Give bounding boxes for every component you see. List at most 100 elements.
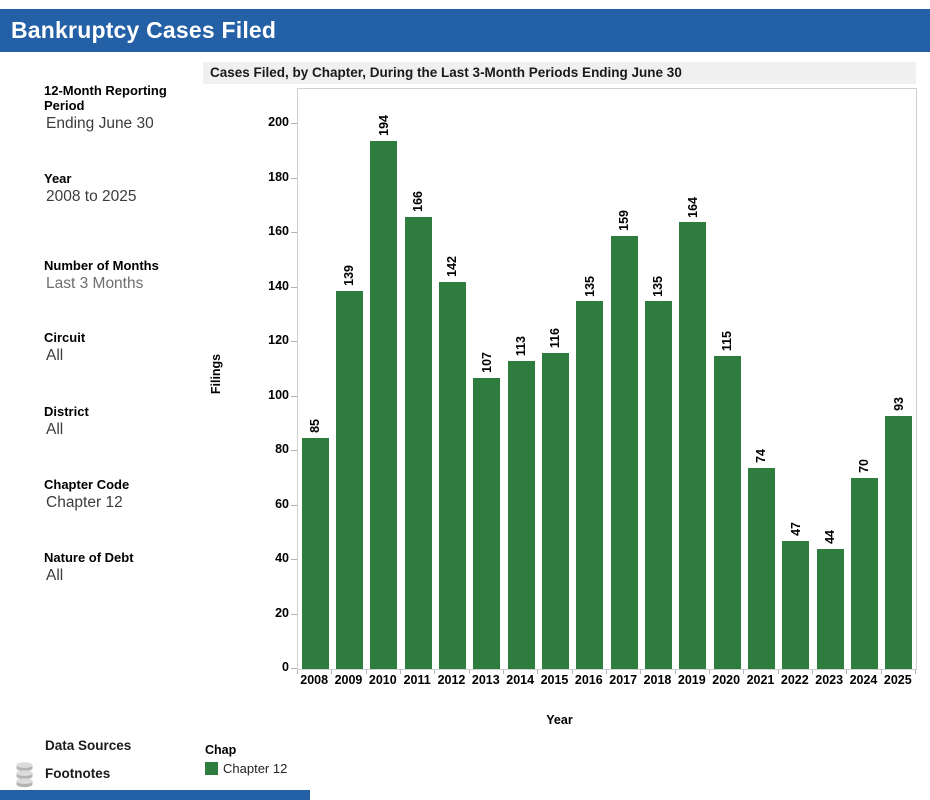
legend-item-chapter-12[interactable]: Chapter 12 (205, 761, 287, 776)
x-tick-mark (297, 670, 298, 674)
filter-value[interactable]: All (46, 347, 64, 364)
bar-2011[interactable] (404, 216, 432, 669)
bar-slot-2020: 115 (710, 89, 744, 669)
filter-value[interactable]: Last 3 Months (46, 275, 144, 292)
x-tick-mark (434, 670, 436, 674)
filter-district: District All (44, 404, 194, 439)
plot-frame: 85 139 194 166 142 107 113 116 135 159 135 164 115 74… (297, 88, 917, 670)
y-tick-mark (291, 286, 297, 288)
bar-2024[interactable] (850, 478, 878, 669)
x-tick-mark (606, 670, 607, 674)
bar-slot-2014: 113 (504, 89, 538, 669)
bar-slot-2025: 93 (882, 89, 916, 669)
filter-value[interactable]: Ending June 30 (46, 115, 154, 132)
bar-value-label: 194 (376, 114, 391, 136)
bar-2014[interactable] (507, 361, 535, 669)
x-tick-label-2009: 2009 (334, 673, 363, 687)
y-tick-label-160: 160 (268, 224, 289, 239)
filter-label: Chapter Code (44, 477, 130, 492)
filter-chapter-code: Chapter Code Chapter 12 (44, 477, 194, 512)
bar-slot-2021: 74 (744, 89, 778, 669)
x-tick-mark (777, 670, 779, 674)
bar-value-label: 116 (548, 327, 563, 349)
app-header: Bankruptcy Cases Filed (0, 9, 930, 52)
x-tick-mark (674, 670, 676, 674)
filter-label: Nature of Debt (44, 550, 134, 565)
bar-2022[interactable] (782, 541, 810, 669)
bar-2019[interactable] (679, 222, 707, 669)
x-tick-label-2025: 2025 (883, 673, 912, 687)
x-tick-mark (537, 670, 539, 674)
x-tick-label-2024: 2024 (849, 673, 878, 687)
bar-2023[interactable] (816, 549, 844, 669)
bar-value-label: 44 (823, 530, 838, 545)
filter-label: Circuit (44, 330, 86, 345)
x-tick-label-2021: 2021 (746, 673, 775, 687)
bar-value-label: 135 (582, 275, 597, 297)
bar-slot-2009: 139 (332, 89, 366, 669)
filter-number-of-months: Number of Months Last 3 Months (44, 258, 194, 293)
bar-value-label: 113 (514, 336, 529, 357)
bar-2008[interactable] (301, 437, 329, 669)
x-tick-label-2008: 2008 (300, 673, 329, 687)
bar-value-label: 142 (445, 256, 460, 278)
bar-value-label: 159 (617, 210, 632, 232)
y-tick-mark (291, 559, 297, 561)
data-sources-link[interactable]: Data Sources (45, 738, 132, 753)
y-tick-mark (291, 232, 297, 234)
bar-2015[interactable] (541, 353, 569, 669)
bar-2016[interactable] (576, 301, 604, 669)
x-tick-label-2018: 2018 (643, 673, 672, 687)
x-tick-mark (468, 670, 470, 674)
filter-value[interactable]: All (46, 567, 64, 584)
footer-accent-bar (0, 790, 310, 800)
y-tick-mark (291, 341, 297, 343)
x-tick-mark (880, 670, 882, 674)
bar-value-label: 74 (754, 448, 769, 463)
bar-slot-2010: 194 (367, 89, 401, 669)
x-tick-label-2014: 2014 (506, 673, 535, 687)
x-axis-title: Year (546, 713, 573, 727)
bar-2010[interactable] (370, 140, 398, 669)
filter-label: 12-Month Reporting Period (44, 83, 167, 113)
x-tick-mark (571, 670, 573, 674)
x-tick-mark (743, 670, 745, 674)
x-tick-mark (331, 670, 333, 674)
filter-circuit: Circuit All (44, 330, 194, 365)
x-tick-label-2017: 2017 (609, 673, 638, 687)
bar-slot-2015: 116 (538, 89, 572, 669)
bar-2021[interactable] (747, 467, 775, 669)
filter-nature-of-debt: Nature of Debt All (44, 550, 194, 585)
filter-value[interactable]: 2008 to 2025 (46, 188, 137, 205)
y-tick-mark (291, 177, 297, 179)
y-tick-label-140: 140 (268, 278, 289, 293)
bar-2012[interactable] (438, 282, 466, 669)
x-tick-label-2019: 2019 (677, 673, 706, 687)
x-tick-mark (915, 670, 916, 674)
bar-2017[interactable] (610, 236, 638, 669)
bar-2020[interactable] (713, 355, 741, 669)
filter-value[interactable]: Chapter 12 (46, 494, 123, 511)
y-tick-label-0: 0 (282, 660, 289, 674)
bar-2025[interactable] (885, 415, 913, 669)
x-tick-mark (365, 670, 367, 674)
y-tick-mark (291, 613, 297, 615)
filter-label: District (44, 404, 89, 419)
bar-2009[interactable] (335, 290, 363, 669)
x-tick-label-2010: 2010 (368, 673, 397, 687)
chart-legend: Chap Chapter 12 (205, 743, 287, 776)
y-tick-label-20: 20 (275, 605, 289, 620)
bar-slot-2017: 159 (607, 89, 641, 669)
filter-value[interactable]: All (46, 421, 64, 438)
bar-2018[interactable] (644, 301, 672, 669)
footnotes-link[interactable]: Footnotes (45, 766, 111, 781)
bar-2013[interactable] (473, 377, 501, 669)
filter-reporting-period: 12-Month Reporting Period Ending June 30 (44, 83, 172, 133)
x-tick-label-2015: 2015 (540, 673, 569, 687)
filter-year: Year 2008 to 2025 (44, 171, 194, 206)
x-tick-mark (400, 670, 401, 674)
x-tick-label-2013: 2013 (471, 673, 500, 687)
bar-value-label: 135 (651, 275, 666, 297)
bar-slot-2019: 164 (676, 89, 710, 669)
